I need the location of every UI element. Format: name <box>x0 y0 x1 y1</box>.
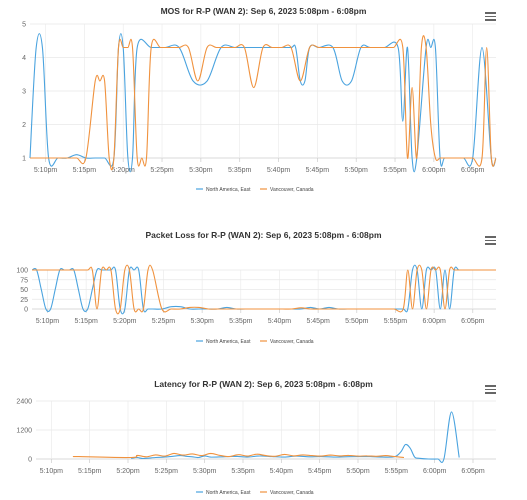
latency-chart-svg: 0 1200 2400 5:10pm 5:15pm 5:20pm 5:25pm 5:30pm 5… <box>16 399 496 496</box>
packet-loss-x-tick-label: 5:35pm <box>229 318 253 325</box>
packet-loss-x-tick-label: 5:20pm <box>113 318 137 325</box>
latency-x-tick-label: 5:10pm <box>40 468 64 475</box>
packet-loss-chart-title: Packet Loss for R-P (WAN 2): Sep 6, 2023… <box>145 230 382 240</box>
latency-x-tick-label: 6:00pm <box>423 468 447 475</box>
packet-loss-chart-hamburger-menu-icon[interactable] <box>485 236 496 245</box>
mos-series-line-north-america-east[interactable] <box>29 33 497 173</box>
mos-x-tick-label: 5:25pm <box>150 167 174 174</box>
packet-loss-x-tick-label: 5:55pm <box>384 318 408 325</box>
mos-x-tick-label: 5:15pm <box>73 167 97 174</box>
mos-y-tick-label: 2 <box>22 122 26 129</box>
mos-chart-panel: MOS for R-P (WAN 2): Sep 6, 2023 5:08pm … <box>0 0 527 200</box>
mos-x-tick-label: 5:30pm <box>189 167 213 174</box>
packet-loss-chart-panel: Packet Loss for R-P (WAN 2): Sep 6, 2023… <box>0 223 527 353</box>
packet-loss-x-tick-label: 5:10pm <box>36 318 60 325</box>
mos-x-tick-label: 5:35pm <box>228 167 252 174</box>
latency-x-tick-label: 5:35pm <box>231 468 255 475</box>
legend-item-label[interactable]: Vancouver, Canada <box>270 339 314 345</box>
latency-x-tick-label: 6:05pm <box>461 468 485 475</box>
latency-series-line-north-america-east[interactable] <box>131 411 460 464</box>
packet-loss-x-tick-label: 5:30pm <box>190 318 214 325</box>
latency-series-line-vancouver-canada[interactable] <box>72 452 405 459</box>
mos-series-line-vancouver-canada[interactable] <box>29 35 497 171</box>
packet-loss-x-tick-label: 5:45pm <box>306 318 330 325</box>
latency-chart-title: Latency for R-P (WAN 2): Sep 6, 2023 5:0… <box>154 379 373 389</box>
latency-x-tick-label: 5:20pm <box>116 468 140 475</box>
mos-y-tick-label: 4 <box>22 55 26 62</box>
packet-loss-y-tick-label: 25 <box>20 297 28 304</box>
latency-x-tick-label: 5:15pm <box>78 468 102 475</box>
latency-x-tick-label: 5:40pm <box>270 468 294 475</box>
packet-loss-x-tick-label: 5:50pm <box>345 318 369 325</box>
mos-chart-hamburger-menu-icon[interactable] <box>485 12 496 21</box>
packet-loss-x-tick-label: 5:15pm <box>74 318 98 325</box>
mos-x-tick-label: 6:05pm <box>461 167 485 174</box>
mos-x-tick-label: 5:55pm <box>383 167 407 174</box>
legend-item-label[interactable]: North America, East <box>206 339 251 345</box>
mos-y-tick-label: 3 <box>22 89 26 96</box>
packet-loss-series-line-vancouver-canada[interactable] <box>32 264 496 315</box>
mos-x-tick-label: 5:50pm <box>345 167 369 174</box>
latency-y-tick-label: 0 <box>28 457 32 464</box>
latency-x-tick-label: 5:50pm <box>346 468 370 475</box>
mos-x-tick-label: 6:00pm <box>422 167 446 174</box>
mos-x-tick-label: 5:10pm <box>34 167 58 174</box>
packet-loss-x-tick-label: 5:25pm <box>152 318 176 325</box>
latency-chart-panel: Latency for R-P (WAN 2): Sep 6, 2023 5:0… <box>0 372 527 500</box>
legend-item-label[interactable]: North America, East <box>206 490 251 496</box>
mos-x-tick-label: 5:20pm <box>112 167 136 174</box>
packet-loss-y-tick-label: 100 <box>16 268 28 275</box>
latency-y-tick-label: 2400 <box>16 399 32 406</box>
mos-y-tick-label: 1 <box>22 156 26 163</box>
mos-x-tick-label: 5:40pm <box>267 167 291 174</box>
packet-loss-x-tick-label: 6:05pm <box>461 318 485 325</box>
latency-y-tick-label: 1200 <box>16 428 32 435</box>
packet-loss-y-tick-label: 50 <box>20 287 28 294</box>
mos-y-tick-label: 5 <box>22 22 26 29</box>
latency-x-tick-label: 5:30pm <box>193 468 217 475</box>
packet-loss-chart-svg: 0 25 50 75 100 5:10pm 5:15pm 5:20pm 5:25pm 5:30pm… <box>16 264 496 345</box>
mos-chart-title: MOS for R-P (WAN 2): Sep 6, 2023 5:08pm … <box>160 6 367 16</box>
packet-loss-x-tick-label: 5:40pm <box>268 318 292 325</box>
latency-chart-hamburger-menu-icon[interactable] <box>485 385 496 394</box>
legend-item-label[interactable]: Vancouver, Canada <box>270 490 314 496</box>
legend-item-label[interactable]: North America, East <box>206 187 251 193</box>
latency-x-tick-label: 5:55pm <box>385 468 409 475</box>
packet-loss-x-tick-label: 6:00pm <box>422 318 446 325</box>
packet-loss-y-tick-label: 75 <box>20 277 28 284</box>
packet-loss-y-tick-label: 0 <box>24 307 28 314</box>
mos-x-tick-label: 5:45pm <box>306 167 330 174</box>
latency-x-tick-label: 5:25pm <box>155 468 179 475</box>
latency-x-tick-label: 5:45pm <box>308 468 332 475</box>
legend-item-label[interactable]: Vancouver, Canada <box>270 187 314 193</box>
mos-chart-svg: 1 2 3 4 5 5:10pm 5:15pm 5:20pm 5:25pm 5:30pm 5:35p… <box>22 22 497 193</box>
